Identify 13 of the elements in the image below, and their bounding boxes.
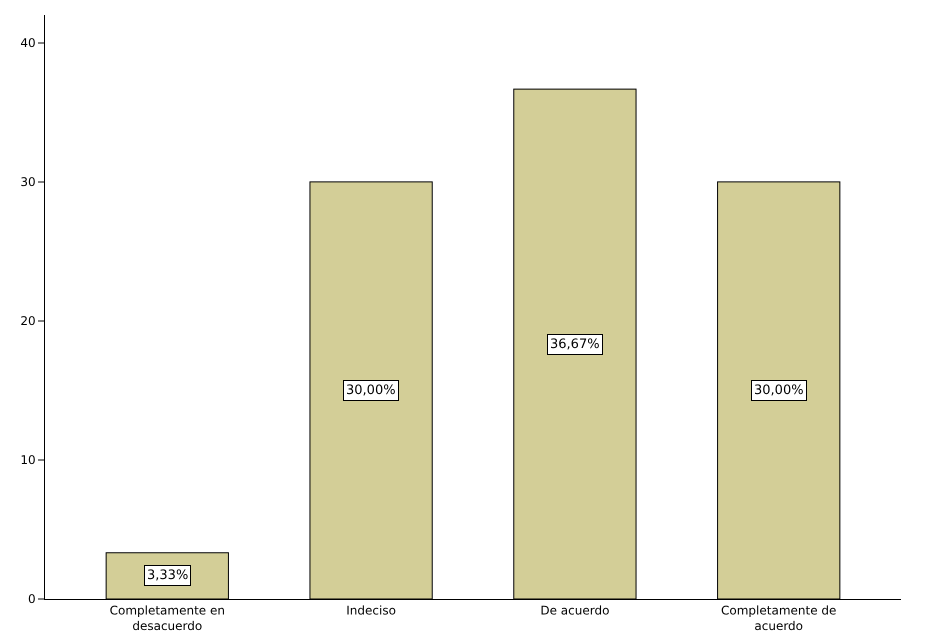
y-tick-label: 20 bbox=[20, 314, 36, 328]
x-tick-label: De acuerdo bbox=[540, 603, 610, 618]
data-label: 36,67% bbox=[550, 337, 600, 352]
x-tick-label: Completamente de acuerdo bbox=[721, 603, 836, 633]
y-tick-label: 10 bbox=[20, 453, 36, 468]
x-tick-label: Completamente en desacuerdo bbox=[110, 603, 225, 633]
data-label: 3,33% bbox=[147, 568, 188, 583]
data-label: 30,00% bbox=[754, 383, 804, 398]
y-tick-label: 40 bbox=[20, 36, 36, 50]
data-label: 30,00% bbox=[346, 383, 396, 398]
y-tick-label: 30 bbox=[20, 175, 36, 190]
x-tick-label: Indeciso bbox=[346, 603, 396, 618]
y-tick-label: 0 bbox=[28, 592, 36, 606]
